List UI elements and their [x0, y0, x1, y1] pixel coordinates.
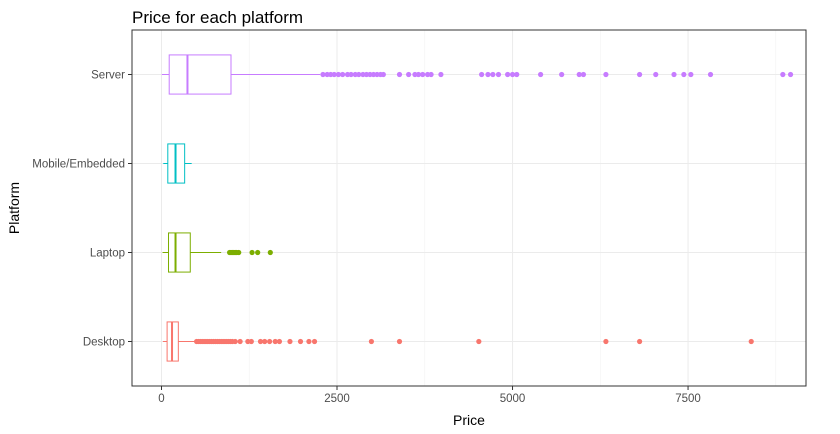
- outlier-point: [238, 339, 243, 344]
- x-tick-label: 5000: [500, 393, 526, 405]
- outlier-point: [681, 72, 686, 77]
- outlier-point: [496, 72, 501, 77]
- outlier-point: [559, 72, 564, 77]
- outlier-point: [749, 339, 754, 344]
- outlier-point: [306, 339, 311, 344]
- x-tick-label: 0: [158, 393, 164, 405]
- outlier-point: [485, 72, 490, 77]
- outlier-point: [397, 72, 402, 77]
- x-tick-label: 2500: [324, 393, 350, 405]
- box: [169, 233, 191, 272]
- outlier-point: [340, 72, 345, 77]
- outlier-point: [708, 72, 713, 77]
- box: [169, 55, 231, 94]
- outlier-point: [277, 339, 282, 344]
- outlier-point: [312, 339, 317, 344]
- outlier-point: [420, 72, 425, 77]
- outlier-point: [603, 339, 608, 344]
- outlier-point: [780, 72, 785, 77]
- outlier-point: [406, 72, 411, 77]
- y-axis-title: Platform: [6, 182, 22, 234]
- x-axis-title: Price: [453, 412, 485, 428]
- outlier-point: [428, 72, 433, 77]
- outlier-point: [438, 72, 443, 77]
- outlier-point: [381, 72, 386, 77]
- outlier-point: [233, 339, 238, 344]
- outlier-point: [476, 339, 481, 344]
- outlier-point: [298, 339, 303, 344]
- outlier-point: [479, 72, 484, 77]
- outlier-point: [369, 339, 374, 344]
- outlier-point: [603, 72, 608, 77]
- outlier-point: [581, 72, 586, 77]
- outlier-point: [514, 72, 519, 77]
- outlier-point: [788, 72, 793, 77]
- outlier-point: [287, 339, 292, 344]
- plot-panel: [132, 30, 806, 386]
- outlier-point: [653, 72, 658, 77]
- outlier-point: [671, 72, 676, 77]
- outlier-point: [249, 339, 254, 344]
- outlier-point: [637, 339, 642, 344]
- outlier-point: [249, 250, 254, 255]
- outlier-point: [267, 339, 272, 344]
- y-tick-label: Server: [91, 70, 125, 82]
- outlier-point: [505, 72, 510, 77]
- outlier-point: [688, 72, 693, 77]
- outlier-point: [262, 339, 267, 344]
- y-tick-label: Desktop: [83, 337, 125, 349]
- outlier-point: [538, 72, 543, 77]
- x-axis: 0 2500 5000 7500: [158, 386, 701, 405]
- outlier-point: [236, 250, 241, 255]
- outlier-point: [490, 72, 495, 77]
- x-tick-label: 7500: [675, 393, 701, 405]
- chart-title: Price for each platform: [132, 8, 303, 27]
- y-axis: Desktop Laptop Mobile/Embedded Server: [32, 70, 132, 349]
- outlier-point: [397, 339, 402, 344]
- y-tick-label: Laptop: [90, 248, 125, 260]
- outlier-point: [637, 72, 642, 77]
- outlier-point: [255, 250, 260, 255]
- y-tick-label: Mobile/Embedded: [32, 159, 125, 171]
- outlier-point: [268, 250, 273, 255]
